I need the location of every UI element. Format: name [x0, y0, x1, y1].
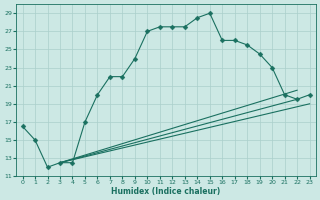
X-axis label: Humidex (Indice chaleur): Humidex (Indice chaleur) [111, 187, 221, 196]
